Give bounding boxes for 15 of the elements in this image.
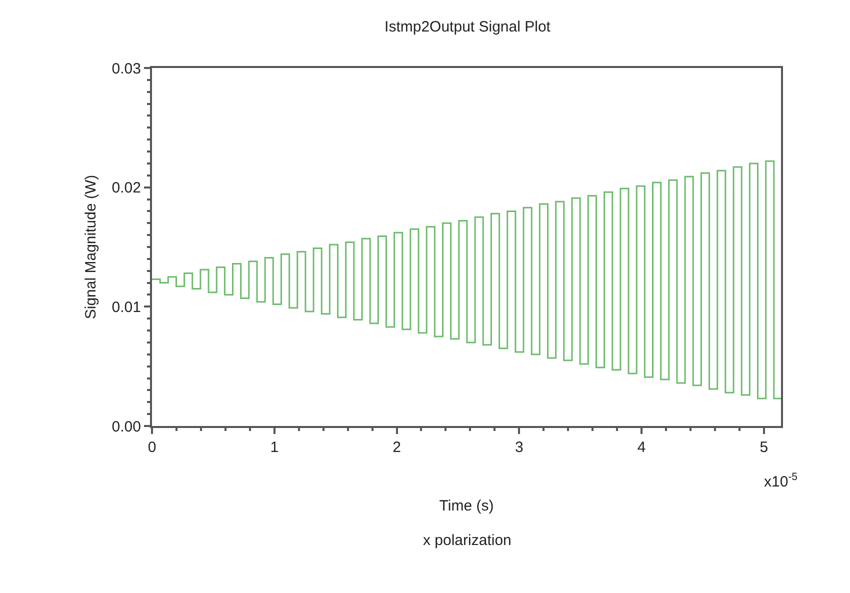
y-tick-label: 0.03 [112, 60, 141, 78]
y-axis-title: Signal Magnitude (W) [82, 174, 100, 320]
y-tick-label: 0.01 [112, 298, 141, 316]
x-tick-label: 3 [514, 439, 524, 456]
x-tick-label: 4 [637, 439, 646, 456]
x-tick-label: 1 [270, 439, 279, 456]
x-tick-label: 5 [760, 439, 768, 456]
chart-title: Istmp2Output Signal Plot [384, 18, 552, 36]
x-axis-title: Time (s) [439, 498, 494, 514]
y-tick-label: 0.00 [112, 418, 141, 436]
text: x10$^{-5}$ [764, 471, 798, 490]
text: x polarization [423, 532, 512, 549]
x-tick-label: 2 [392, 439, 401, 456]
x-tick-label: 0 [148, 439, 156, 456]
y-tick-label: 0.02 [112, 180, 141, 197]
